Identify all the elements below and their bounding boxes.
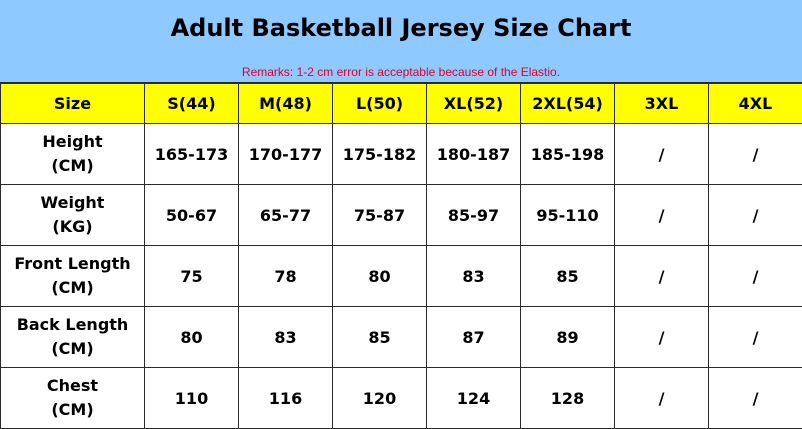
table-cell: / [708,306,802,368]
table-cell: 124 [426,367,521,429]
header-s: S(44) [144,83,239,124]
row-label-name: Weight [40,193,105,212]
header-size: Size [0,83,145,124]
table-cell: 165-173 [144,123,239,185]
table-cell: 87 [426,306,521,368]
table-cell: 175-182 [332,123,427,185]
row-label-unit: (KG) [52,217,93,236]
table-cell: 89 [520,306,615,368]
row-label-unit: (CM) [51,400,94,419]
row-label-unit: (CM) [51,339,94,358]
table-cell: 80 [144,306,239,368]
table-cell: 83 [238,306,333,368]
remark-note: Remarks: 1-2 cm error is acceptable beca… [241,65,561,79]
table-cell: 75 [144,245,239,307]
row-label-name: Back Length [16,315,129,334]
table-cell: 65-77 [238,184,333,246]
table-cell: 95-110 [520,184,615,246]
row-label-name: Front Length [14,254,131,273]
table-row: Weight (KG) 50-67 65-77 75-87 85-97 95-1… [0,184,802,246]
header-row: Size S(44) M(48) L(50) XL(52) 2XL(54) 3X… [0,83,802,124]
table-row: Height (CM) 165-173 170-177 175-182 180-… [0,123,802,185]
row-label-unit: (CM) [51,156,94,175]
header-2xl: 2XL(54) [520,83,615,124]
table-cell: / [614,367,709,429]
table-cell: / [708,245,802,307]
row-label: Front Length (CM) [0,245,145,307]
table-cell: 83 [426,245,521,307]
table-cell: 128 [520,367,615,429]
row-label-unit: (CM) [51,278,94,297]
table-cell: / [614,184,709,246]
header-l: L(50) [332,83,427,124]
table-cell: 85-97 [426,184,521,246]
table-cell: / [614,306,709,368]
size-table: Size S(44) M(48) L(50) XL(52) 2XL(54) 3X… [0,83,802,429]
table-cell: 85 [332,306,427,368]
row-label-name: Chest [46,376,99,395]
table-cell: 80 [332,245,427,307]
row-label: Weight (KG) [0,184,145,246]
table-cell: / [614,245,709,307]
row-label: Back Length (CM) [0,306,145,368]
table-cell: / [708,123,802,185]
header-3xl: 3XL [614,83,709,124]
table-cell: 120 [332,367,427,429]
header-4xl: 4XL [708,83,802,124]
table-cell: 185-198 [520,123,615,185]
table-cell: 78 [238,245,333,307]
table-cell: 50-67 [144,184,239,246]
table-cell: / [708,367,802,429]
chart-title: Adult Basketball Jersey Size Chart [170,14,632,42]
row-label: Chest (CM) [0,367,145,429]
row-label-name: Height [42,132,103,151]
row-label: Height (CM) [0,123,145,185]
table-row: Back Length (CM) 80 83 85 87 89 / / [0,306,802,368]
header-xl: XL(52) [426,83,521,124]
table-cell: 170-177 [238,123,333,185]
table-cell: 110 [144,367,239,429]
title-band: Adult Basketball Jersey Size Chart Remar… [0,0,802,83]
table-row: Front Length (CM) 75 78 80 83 85 / / [0,245,802,307]
header-m: M(48) [238,83,333,124]
table-row: Chest (CM) 110 116 120 124 128 / / [0,367,802,429]
table-cell: / [708,184,802,246]
table-cell: 180-187 [426,123,521,185]
table-cell: 85 [520,245,615,307]
table-cell: / [614,123,709,185]
table-cell: 116 [238,367,333,429]
table-cell: 75-87 [332,184,427,246]
